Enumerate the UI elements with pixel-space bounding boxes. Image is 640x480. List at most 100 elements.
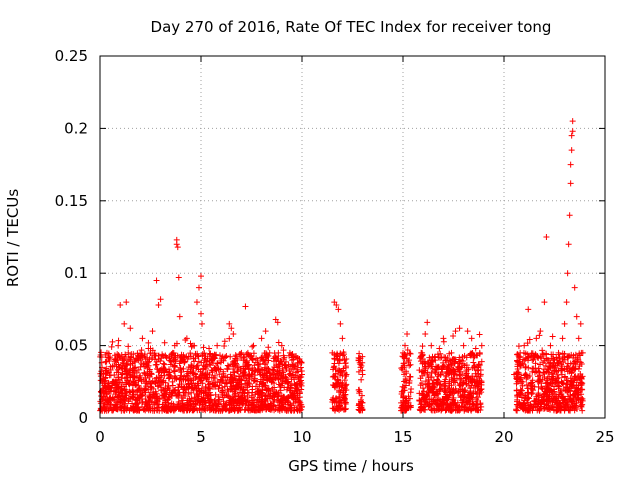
data-point bbox=[571, 284, 578, 291]
data-point bbox=[435, 371, 442, 378]
data-point bbox=[231, 360, 238, 367]
data-point bbox=[201, 355, 208, 362]
data-point bbox=[572, 351, 579, 358]
data-point bbox=[187, 364, 194, 371]
data-point bbox=[142, 375, 149, 382]
data-point bbox=[463, 364, 470, 371]
data-point bbox=[558, 379, 565, 386]
data-point bbox=[221, 383, 228, 390]
data-point bbox=[257, 360, 264, 367]
data-point bbox=[239, 389, 246, 396]
data-point bbox=[246, 371, 253, 378]
data-point bbox=[142, 380, 149, 387]
data-point bbox=[200, 362, 207, 369]
data-point bbox=[456, 354, 463, 361]
data-point bbox=[223, 352, 230, 359]
data-point bbox=[182, 389, 189, 396]
data-point bbox=[152, 388, 159, 395]
data-point bbox=[537, 328, 544, 335]
data-point bbox=[100, 393, 107, 400]
data-point bbox=[183, 335, 190, 342]
data-point bbox=[575, 335, 582, 342]
data-point bbox=[103, 365, 110, 372]
data-point bbox=[528, 385, 535, 392]
data-point bbox=[230, 404, 237, 411]
data-point bbox=[559, 335, 566, 342]
data-point bbox=[188, 403, 195, 410]
data-point bbox=[180, 365, 187, 372]
data-point bbox=[297, 364, 304, 371]
data-point bbox=[340, 387, 347, 394]
data-point bbox=[198, 310, 204, 317]
data-point bbox=[164, 382, 171, 389]
data-point bbox=[548, 351, 555, 358]
data-point bbox=[521, 372, 528, 379]
grid bbox=[100, 56, 605, 418]
data-point bbox=[162, 397, 169, 404]
data-point bbox=[121, 355, 128, 362]
data-point bbox=[203, 375, 210, 382]
data-point bbox=[549, 333, 556, 340]
data-point bbox=[193, 299, 200, 306]
data-point bbox=[155, 382, 162, 389]
data-point bbox=[139, 399, 146, 406]
data-point bbox=[434, 403, 441, 409]
data-point bbox=[422, 365, 429, 372]
data-point bbox=[296, 378, 303, 385]
data-point bbox=[215, 396, 222, 403]
data-point bbox=[210, 406, 217, 413]
data-point bbox=[536, 377, 543, 384]
data-point bbox=[244, 389, 251, 396]
data-point bbox=[335, 306, 342, 313]
data-point bbox=[524, 374, 531, 381]
data-point bbox=[434, 401, 441, 408]
data-point bbox=[150, 391, 157, 398]
data-point bbox=[418, 349, 425, 356]
data-point bbox=[154, 398, 161, 405]
data-point bbox=[117, 302, 124, 309]
data-point bbox=[458, 377, 465, 384]
data-point bbox=[574, 374, 581, 381]
data-point bbox=[406, 350, 413, 357]
data-point bbox=[406, 379, 413, 386]
data-point bbox=[233, 353, 240, 360]
data-point bbox=[161, 339, 168, 346]
data-point bbox=[103, 349, 110, 356]
data-point bbox=[470, 354, 477, 361]
data-point bbox=[542, 362, 549, 369]
data-point bbox=[260, 372, 267, 379]
data-point bbox=[149, 394, 156, 401]
data-point bbox=[538, 399, 545, 406]
data-point bbox=[571, 375, 578, 382]
data-point bbox=[550, 383, 557, 390]
data-point bbox=[146, 405, 153, 412]
data-point bbox=[478, 379, 485, 386]
data-point bbox=[214, 342, 221, 349]
data-point bbox=[445, 406, 452, 413]
data-point bbox=[337, 351, 344, 358]
data-point bbox=[122, 392, 129, 399]
data-point bbox=[566, 212, 573, 219]
data-point bbox=[175, 393, 182, 400]
data-point bbox=[513, 401, 520, 408]
data-point bbox=[437, 386, 444, 393]
data-point bbox=[165, 396, 172, 403]
data-point bbox=[235, 407, 242, 414]
data-point bbox=[278, 342, 285, 349]
data-point bbox=[477, 386, 484, 393]
data-point bbox=[342, 405, 349, 412]
data-point bbox=[114, 353, 121, 360]
data-point bbox=[201, 372, 208, 379]
data-point bbox=[104, 399, 111, 406]
data-point bbox=[107, 385, 114, 392]
data-point bbox=[567, 396, 574, 403]
data-point bbox=[115, 364, 122, 371]
data-point bbox=[447, 401, 454, 408]
data-point bbox=[470, 351, 477, 358]
data-point bbox=[276, 402, 283, 409]
x-axis-label: GPS time / hours bbox=[288, 457, 414, 475]
data-point bbox=[157, 296, 164, 303]
data-point bbox=[181, 384, 188, 391]
data-point bbox=[196, 391, 203, 398]
data-point bbox=[445, 361, 452, 368]
